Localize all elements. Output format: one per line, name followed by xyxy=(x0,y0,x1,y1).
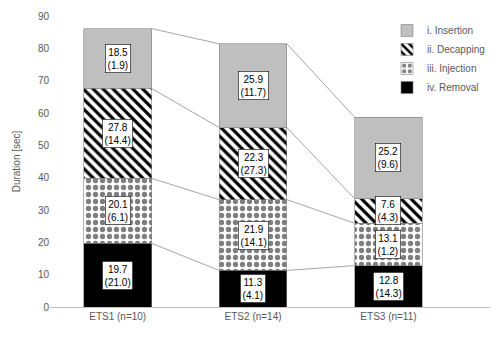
svg-text:Duration [sec]: Duration [sec] xyxy=(11,130,22,192)
svg-text:13.1(1.2): 13.1(1.2) xyxy=(378,233,399,257)
svg-text:10: 10 xyxy=(38,269,50,280)
svg-text:i. Insertion: i. Insertion xyxy=(427,25,473,36)
svg-text:ii. Decapping: ii. Decapping xyxy=(427,44,485,55)
svg-text:27.8(14.4): 27.8(14.4) xyxy=(105,122,131,146)
svg-text:ETS2 (n=14): ETS2 (n=14) xyxy=(225,311,282,322)
svg-text:40: 40 xyxy=(38,172,50,183)
svg-text:25.9(11.7): 25.9(11.7) xyxy=(241,74,266,98)
svg-text:12.8(14.3): 12.8(14.3) xyxy=(376,275,402,299)
svg-text:11.3(4.1): 11.3(4.1) xyxy=(243,277,264,301)
svg-text:ETS3 (n=11): ETS3 (n=11) xyxy=(360,311,416,322)
svg-text:30: 30 xyxy=(38,205,50,216)
svg-text:18.5(1.9): 18.5(1.9) xyxy=(108,47,129,71)
svg-text:ETS1 (n=10): ETS1 (n=10) xyxy=(89,311,146,322)
svg-text:iii. Injection: iii. Injection xyxy=(427,63,476,74)
svg-text:50: 50 xyxy=(38,140,50,151)
svg-text:20.1(6.1): 20.1(6.1) xyxy=(108,199,129,223)
svg-text:90: 90 xyxy=(38,11,50,22)
svg-text:22.3(27.3): 22.3(27.3) xyxy=(241,152,267,176)
svg-text:7.6(4.3): 7.6(4.3) xyxy=(378,199,399,223)
svg-text:80: 80 xyxy=(38,43,50,54)
svg-text:60: 60 xyxy=(38,108,50,119)
svg-text:iv. Removal: iv. Removal xyxy=(427,82,479,93)
svg-text:0: 0 xyxy=(43,302,49,313)
svg-text:19.7(21.0): 19.7(21.0) xyxy=(105,264,131,288)
svg-text:25.2(9.6): 25.2(9.6) xyxy=(378,146,399,170)
svg-text:70: 70 xyxy=(38,75,50,86)
svg-text:20: 20 xyxy=(38,237,50,248)
svg-text:21.9(14.1): 21.9(14.1) xyxy=(241,224,267,248)
